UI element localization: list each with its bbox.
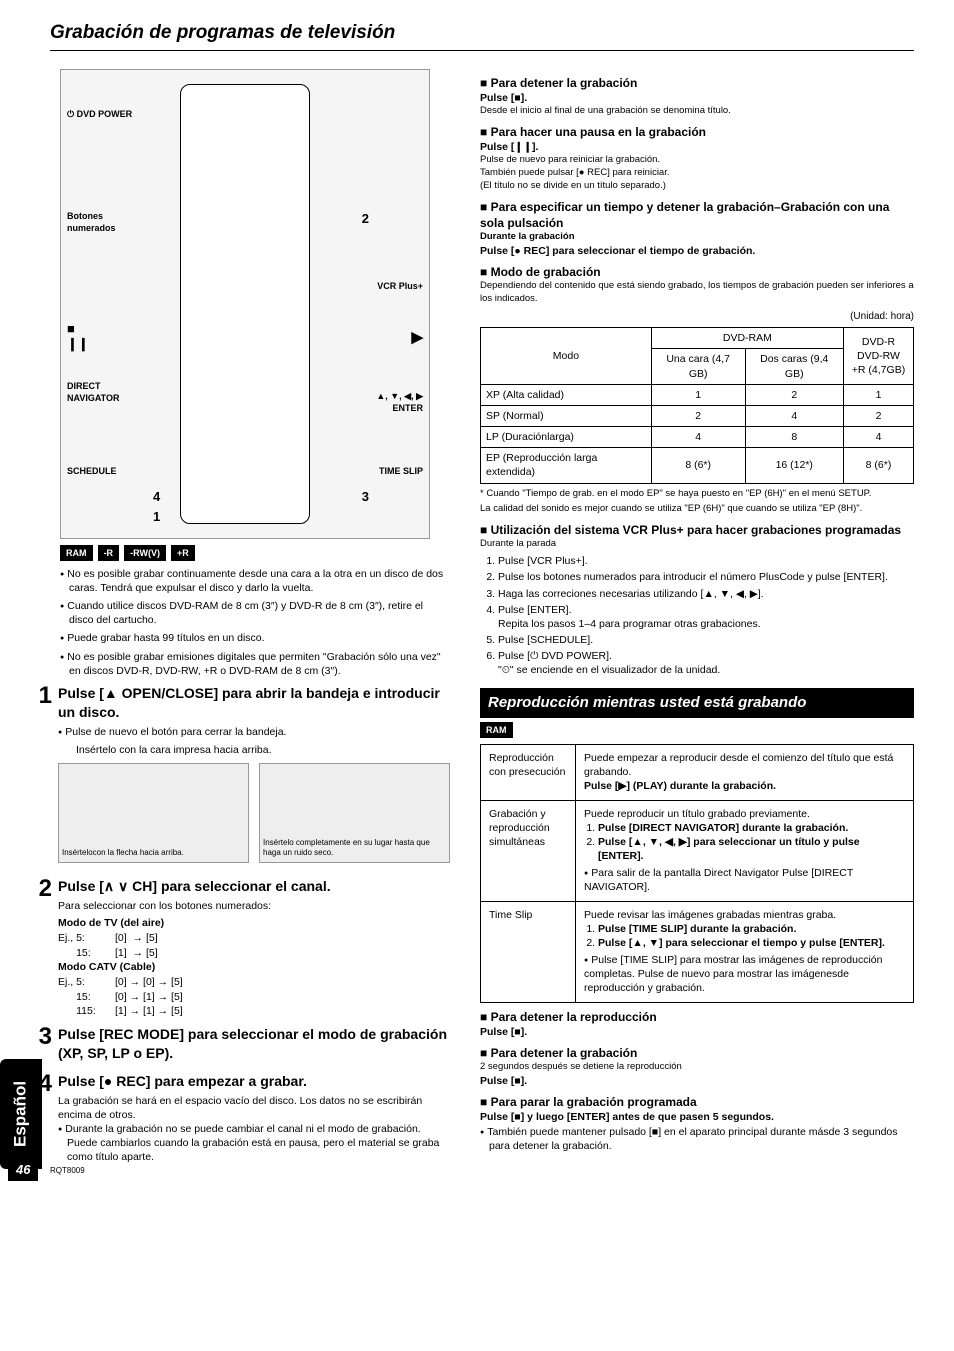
callout-2: 2	[362, 210, 369, 228]
play-table: Reproducción con presecuciónPuede empeza…	[480, 744, 914, 1003]
pt-1: Puede reproducir un título grabado previ…	[576, 800, 914, 901]
vcrplus-steps: Pulse [VCR Plus+]. Pulse los botones num…	[498, 554, 914, 677]
language-tab: Español	[0, 1059, 42, 1169]
stop-rec-txt: Desde el inicio al final de una grabació…	[480, 105, 914, 118]
step-2-head: Pulse [∧ ∨ CH] para seleccionar el canal…	[58, 877, 450, 896]
pause-l1: Pulse de nuevo para reiniciar la grabaci…	[480, 154, 914, 167]
page-title: Grabación de programas de televisión	[50, 20, 914, 51]
stop-rec-2-cmd: Pulse [■].	[480, 1075, 527, 1087]
bullet-3: Puede grabar hasta 99 títulos en un disc…	[60, 631, 450, 645]
badge-ram: RAM	[60, 545, 93, 561]
stop-sched-cmd: Pulse [■] y luego [ENTER] antes de que p…	[480, 1111, 774, 1123]
illus-left-caption: Insértelocon la flecha hacia arriba.	[62, 848, 184, 859]
h-stop-sched: Para parar la grabación programada	[480, 1094, 914, 1110]
recmode-table: Modo DVD-RAM DVD-R DVD-RW +R (4,7GB) Una…	[480, 327, 914, 483]
step-4-head: Pulse [● REC] para empezar a grabar.	[58, 1072, 450, 1091]
vcrplus-sub: Durante la parada	[480, 538, 914, 551]
h-recmode: Modo de grabación	[480, 264, 914, 280]
badge-r: -R	[98, 545, 120, 561]
h-stop-play: Para detener la reproducción	[480, 1009, 914, 1025]
vcrplus-label: VCR Plus+	[377, 280, 423, 292]
numbered-buttons-label: Botones numerados	[67, 210, 137, 234]
step-1-note: Insértelo con la cara impresa hacia arri…	[76, 743, 450, 757]
recmode-txt: Dependiendo del contenido que está siend…	[480, 280, 914, 306]
bullet-4: No es posible grabar emisiones digitales…	[60, 650, 450, 678]
intro-bullets: No es posible grabar continuamente desde…	[60, 567, 450, 678]
bullet-2: Cuando utilice discos DVD-RAM de 8 cm (3…	[60, 599, 450, 627]
h-vcrplus: Utilización del sistema VCR Plus+ para h…	[480, 522, 914, 538]
page-number: 46	[8, 1159, 38, 1181]
format-badges: RAM -R -RW(V) +R	[60, 545, 450, 561]
doc-code: RQT8009	[50, 1166, 85, 1177]
direct-nav-label: DIRECT NAVIGATOR	[67, 380, 147, 404]
step-3-head: Pulse [REC MODE] para seleccionar el mod…	[58, 1025, 450, 1063]
onetouch-sub: Durante la grabación	[480, 231, 575, 242]
h-stop-rec: Para detener la grabación	[480, 75, 914, 91]
ram-badge-2: RAM	[480, 722, 513, 738]
tbl-note-2: La calidad del sonido es mejor cuando se…	[486, 503, 914, 516]
pt-0: Puede empezar a reproducir desde el comi…	[576, 745, 914, 801]
stop-rec-2-sub: 2 segundos después se detiene la reprodu…	[480, 1061, 914, 1074]
h-pause-rec: Para hacer una pausa en la grabación	[480, 124, 914, 140]
dvd-power-label: DVD POWER	[77, 109, 133, 119]
stop-play-cmd: Pulse [■].	[480, 1026, 527, 1038]
tbl-note-1: * Cuando "Tiempo de grab. en el modo EP"…	[486, 488, 914, 501]
stop-sched-bullet: También puede mantener pulsado [■] en el…	[480, 1125, 914, 1153]
remote-diagram: ⏻ DVD POWER Botones numerados VCR Plus+ …	[60, 69, 430, 539]
schedule-label: SCHEDULE	[67, 465, 117, 477]
step-1-head: Pulse [▲ OPEN/CLOSE] para abrir la bande…	[58, 684, 450, 722]
enter-label: ▲, ▼, ◀, ▶ ENTER	[353, 390, 423, 414]
badge-plusr: +R	[171, 545, 195, 561]
timeslip-label: TIME SLIP	[379, 465, 423, 477]
h-stop-rec-2: Para detener la grabación	[480, 1045, 914, 1061]
table-unit: (Unidad: hora)	[480, 310, 914, 324]
tv-mode-block: Modo de TV (del aire) Ej., 5: [0] → [5] …	[58, 916, 450, 1019]
pause-rec-cmd: Pulse [❙❙].	[480, 141, 538, 153]
h-onetouch: Para especificar un tiempo y detener la …	[480, 199, 914, 231]
callout-3: 3	[362, 488, 369, 506]
pause-l3: (El título no se divide en un título sep…	[480, 180, 914, 193]
stop-symbol: ■	[67, 320, 75, 338]
pt-2: Puede revisar las imágenes grabadas mien…	[576, 901, 914, 1002]
step-1-bullet: Pulse de nuevo el botón para cerrar la b…	[58, 725, 450, 739]
step-1-num: 1	[32, 684, 58, 871]
step-4-text: La grabación se hará en el espacio vacío…	[58, 1094, 450, 1122]
play-symbol: ▶	[411, 328, 423, 348]
step-4-bullet: Durante la grabación no se puede cambiar…	[58, 1122, 450, 1165]
stop-rec-cmd: Pulse [■].	[480, 92, 527, 104]
badge-rwv: -RW(V)	[124, 545, 166, 561]
callout-1: 1	[153, 508, 160, 526]
step-2-num: 2	[32, 877, 58, 1019]
pause-symbol: ❙❙	[67, 335, 89, 353]
section-play-while-rec: Reproducción mientras usted está graband…	[480, 688, 914, 718]
illus-right-caption: Insértelo completamente en su lugar hast…	[263, 838, 446, 860]
callout-4: 4	[153, 488, 160, 506]
bullet-1: No es posible grabar continuamente desde…	[60, 567, 450, 595]
pause-l2: También puede pulsar [● REC] para reinic…	[480, 167, 914, 180]
onetouch-cmd: Pulse [● REC] para seleccionar el tiempo…	[480, 245, 755, 257]
step-2-sub: Para seleccionar con los botones numerad…	[58, 899, 450, 913]
